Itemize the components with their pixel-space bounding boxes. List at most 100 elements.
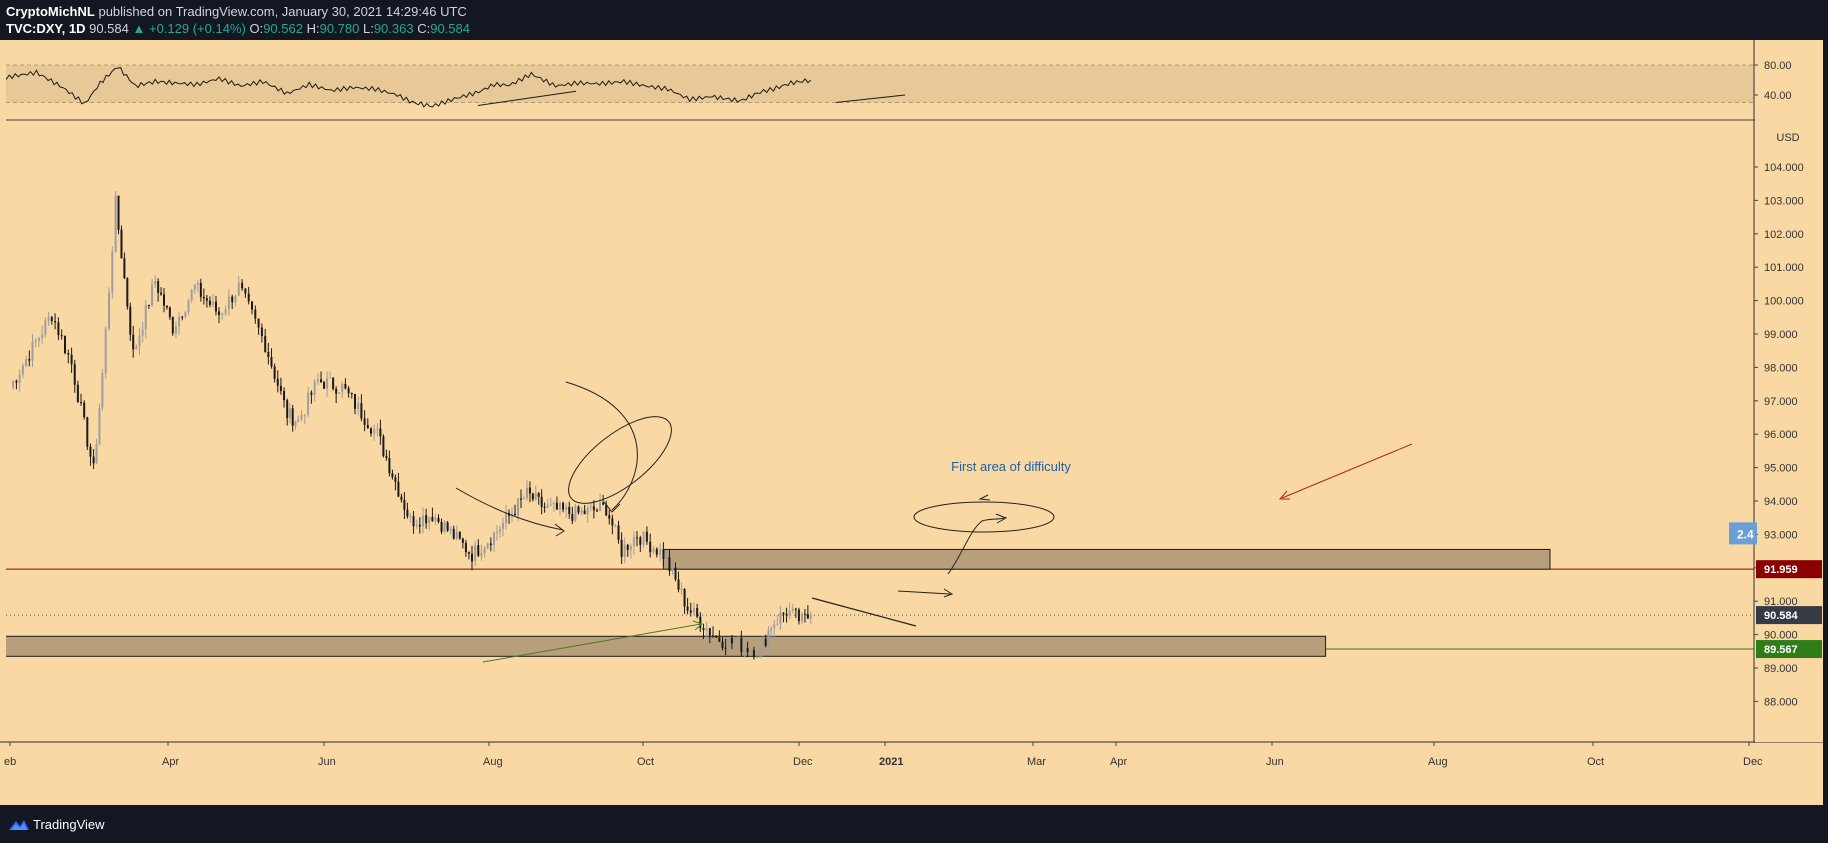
resistance-price-badge[interactable] bbox=[1756, 560, 1822, 579]
candle-body[interactable] bbox=[168, 307, 171, 317]
candle-body[interactable] bbox=[534, 493, 537, 500]
candle-body[interactable] bbox=[692, 607, 695, 613]
candle-body[interactable] bbox=[467, 552, 470, 554]
candle-body[interactable] bbox=[511, 513, 513, 516]
candle-body[interactable] bbox=[639, 537, 642, 545]
candle-body[interactable] bbox=[555, 502, 558, 510]
candle-body[interactable] bbox=[12, 380, 15, 388]
candle-body[interactable] bbox=[517, 498, 519, 516]
candle-body[interactable] bbox=[60, 335, 63, 337]
candle-body[interactable] bbox=[702, 628, 705, 631]
candle-body[interactable] bbox=[734, 642, 737, 644]
candle-body[interactable] bbox=[662, 549, 665, 559]
candle-body[interactable] bbox=[649, 541, 652, 553]
candle-body[interactable] bbox=[73, 364, 76, 385]
candle-body[interactable] bbox=[385, 455, 388, 458]
candle-body[interactable] bbox=[749, 650, 752, 653]
candle-body[interactable] bbox=[157, 281, 160, 293]
candle-body[interactable] bbox=[449, 528, 452, 531]
candle-body[interactable] bbox=[699, 616, 702, 629]
candle-body[interactable] bbox=[526, 487, 528, 498]
candle-body[interactable] bbox=[379, 428, 382, 437]
candle-body[interactable] bbox=[341, 383, 344, 393]
candle-body[interactable] bbox=[629, 546, 632, 550]
candle-body[interactable] bbox=[329, 377, 332, 379]
candle-body[interactable] bbox=[737, 637, 740, 643]
candle-body[interactable] bbox=[425, 515, 428, 524]
candle-body[interactable] bbox=[680, 589, 683, 591]
candle-body[interactable] bbox=[187, 300, 190, 312]
candle-body[interactable] bbox=[791, 608, 794, 612]
candle-body[interactable] bbox=[412, 516, 415, 527]
candle-body[interactable] bbox=[514, 513, 516, 516]
candle-body[interactable] bbox=[708, 628, 711, 636]
trendline-drawing-dec[interactable] bbox=[811, 597, 917, 627]
candle-body[interactable] bbox=[317, 379, 319, 382]
candle-body[interactable] bbox=[623, 544, 626, 557]
candle-body[interactable] bbox=[571, 514, 574, 521]
candle-body[interactable] bbox=[724, 647, 727, 649]
candle-body[interactable] bbox=[437, 517, 440, 522]
candle-body[interactable] bbox=[25, 359, 28, 366]
candle-body[interactable] bbox=[360, 403, 363, 419]
candle-body[interactable] bbox=[147, 304, 150, 306]
candle-body[interactable] bbox=[759, 647, 762, 657]
candle-body[interactable] bbox=[57, 322, 60, 336]
candle-body[interactable] bbox=[486, 543, 489, 549]
candle-body[interactable] bbox=[499, 529, 501, 532]
candle-body[interactable] bbox=[611, 518, 614, 526]
candle-body[interactable] bbox=[767, 630, 770, 646]
candle-body[interactable] bbox=[743, 648, 746, 653]
candle-body[interactable] bbox=[599, 502, 602, 511]
candle-body[interactable] bbox=[400, 496, 403, 500]
candle-body[interactable] bbox=[586, 507, 589, 515]
candle-body[interactable] bbox=[126, 278, 129, 307]
candle-body[interactable] bbox=[117, 195, 120, 230]
candle-body[interactable] bbox=[165, 305, 168, 308]
candle-body[interactable] bbox=[350, 393, 353, 395]
candle-body[interactable] bbox=[659, 549, 662, 555]
candle-body[interactable] bbox=[41, 334, 44, 339]
candle-body[interactable] bbox=[190, 289, 193, 301]
candle-body[interactable] bbox=[221, 313, 224, 315]
candle-body[interactable] bbox=[241, 282, 244, 289]
candle-body[interactable] bbox=[310, 392, 313, 395]
candle-body[interactable] bbox=[332, 377, 335, 389]
candle-body[interactable] bbox=[528, 487, 531, 494]
candle-body[interactable] bbox=[689, 610, 692, 613]
candle-body[interactable] bbox=[620, 539, 623, 557]
measure-badge[interactable] bbox=[1729, 522, 1757, 545]
candle-body[interactable] bbox=[421, 515, 424, 527]
candle-body[interactable] bbox=[415, 524, 418, 527]
oscillator-line[interactable] bbox=[0, 67, 812, 108]
candle-body[interactable] bbox=[718, 637, 721, 642]
candle-body[interactable] bbox=[388, 457, 391, 474]
candle-body[interactable] bbox=[636, 537, 638, 539]
candle-body[interactable] bbox=[382, 436, 385, 456]
candle-body[interactable] bbox=[794, 608, 797, 610]
candle-body[interactable] bbox=[313, 381, 316, 395]
candle-body[interactable] bbox=[677, 579, 680, 590]
candle-body[interactable] bbox=[338, 392, 341, 394]
candle-body[interactable] bbox=[394, 477, 397, 482]
candle-body[interactable] bbox=[70, 354, 73, 365]
candle-body[interactable] bbox=[135, 346, 138, 350]
projection-arrow-drawing[interactable] bbox=[947, 517, 1005, 575]
candle-body[interactable] bbox=[502, 522, 504, 530]
candle-body[interactable] bbox=[208, 300, 211, 305]
candle-body[interactable] bbox=[434, 517, 437, 521]
candle-body[interactable] bbox=[608, 515, 611, 519]
candle-body[interactable] bbox=[251, 301, 253, 310]
candle-body[interactable] bbox=[788, 611, 791, 616]
candle-body[interactable] bbox=[300, 415, 303, 420]
candle-body[interactable] bbox=[577, 506, 580, 513]
candle-body[interactable] bbox=[540, 496, 543, 507]
candle-body[interactable] bbox=[64, 336, 66, 354]
candle-body[interactable] bbox=[773, 624, 776, 629]
green-arrow-drawing[interactable] bbox=[482, 623, 702, 663]
candle-body[interactable] bbox=[44, 320, 47, 335]
candle-body[interactable] bbox=[286, 400, 289, 419]
candle-body[interactable] bbox=[397, 481, 400, 497]
author-name[interactable]: CryptoMichNL bbox=[6, 4, 95, 19]
candle-body[interactable] bbox=[409, 516, 412, 518]
